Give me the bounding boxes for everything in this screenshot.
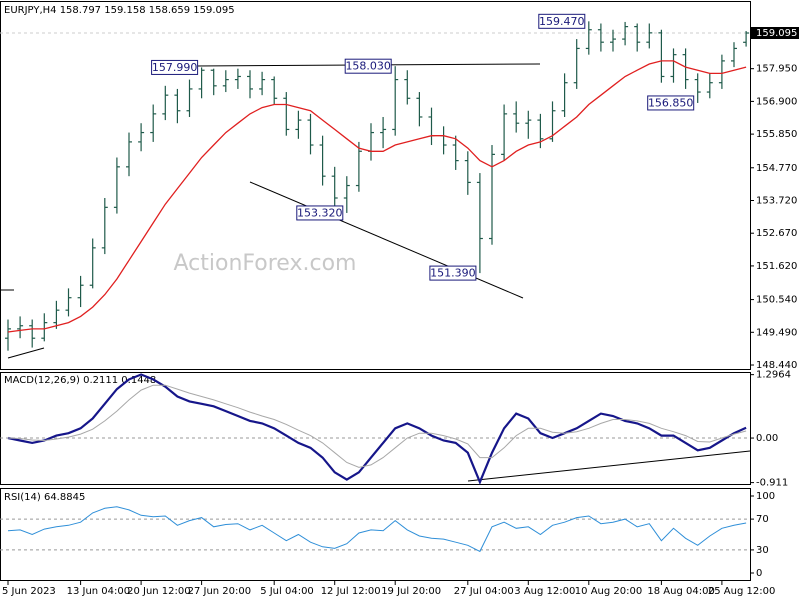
x-tick-label: 5 Jun 2023 — [2, 586, 56, 597]
y-tick-label: -0.911 — [756, 478, 788, 489]
annotation-label: 153.320 — [297, 206, 343, 219]
trend-line — [467, 450, 751, 482]
y-tick-label: 100 — [756, 491, 775, 502]
x-tick-label: 25 Aug 12:00 — [708, 586, 775, 597]
y-tick-label: 150.540 — [756, 295, 797, 306]
rsi-title: RSI(14) 64.8845 — [4, 492, 85, 503]
x-tick-label: 27 Jul 04:00 — [454, 586, 514, 597]
annotation-box — [296, 205, 344, 221]
y-tick-label: 151.620 — [756, 261, 797, 272]
y-tick-label: 154.770 — [756, 163, 797, 174]
x-tick-label: 12 Jul 12:00 — [321, 586, 381, 597]
macd-title: MACD(12,26,9) 0.2111 0.1448 — [4, 375, 156, 386]
y-tick-label: 155.850 — [756, 129, 797, 140]
x-tick-label: 19 Jul 20:00 — [381, 586, 441, 597]
line — [7, 384, 747, 468]
macd-panel — [0, 372, 751, 485]
line — [7, 373, 747, 485]
y-tick-label: 152.670 — [756, 228, 797, 239]
x-tick-label: 13 Jun 04:00 — [67, 586, 131, 597]
annotation-box — [344, 58, 392, 74]
y-tick-label: 1.2964 — [756, 370, 791, 381]
annotation-label: 156.850 — [648, 96, 694, 109]
x-tick-label: 10 Aug 20:00 — [575, 586, 642, 597]
annotation-box — [647, 95, 695, 111]
chart-title: EURJPY,H4 158.797 159.158 158.659 159.09… — [4, 5, 235, 16]
y-tick-label: 156.900 — [756, 96, 797, 107]
annotation-box — [151, 59, 199, 75]
y-tick-label: 0 — [756, 568, 762, 579]
x-tick-label: 18 Aug 04:00 — [647, 586, 714, 597]
x-tick-label: 20 Jun 12:00 — [127, 586, 191, 597]
last-price-label: 159.095 — [756, 28, 797, 39]
annotation-label: 159.470 — [539, 15, 585, 28]
x-tick-label: 3 Aug 12:00 — [514, 586, 575, 597]
annotation-label: 158.030 — [345, 60, 391, 73]
y-tick-label: 153.720 — [756, 195, 797, 206]
trend-line — [7, 347, 45, 359]
line — [7, 506, 747, 553]
y-tick-label: 149.490 — [756, 327, 797, 338]
last-price-box — [751, 27, 799, 40]
trend-line — [249, 181, 524, 299]
annotation-label: 157.990 — [152, 61, 198, 74]
y-tick-label: 148.440 — [756, 360, 797, 371]
price-panel — [0, 1, 751, 370]
y-tick-label: 157.950 — [756, 64, 797, 75]
y-tick-label: 30 — [756, 545, 769, 556]
line — [7, 60, 747, 333]
y-tick-label: 0.00 — [756, 433, 778, 444]
annotation-label: 151.390 — [430, 267, 476, 280]
watermark: ActionForex.com — [174, 251, 357, 276]
annotation-box — [429, 265, 477, 281]
annotation-box — [538, 13, 586, 29]
x-tick-label: 5 Jul 04:00 — [260, 586, 314, 597]
x-tick-label: 27 Jun 20:00 — [188, 586, 252, 597]
y-tick-label: 70 — [756, 514, 769, 525]
rsi-panel — [0, 488, 751, 581]
